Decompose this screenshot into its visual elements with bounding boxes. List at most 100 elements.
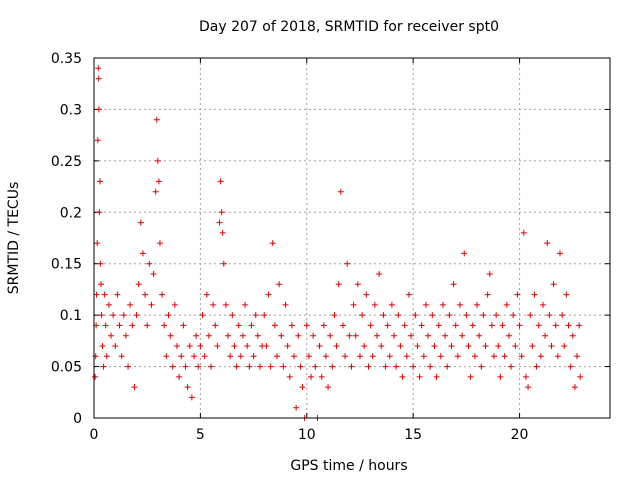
- data-point: [125, 363, 132, 370]
- data-point: [463, 312, 470, 319]
- data-point: [219, 229, 226, 236]
- data-point: [284, 343, 291, 349]
- data-point: [369, 353, 376, 360]
- data-point: [167, 332, 174, 339]
- data-point: [527, 312, 534, 319]
- data-point: [217, 178, 224, 185]
- data-point: [263, 343, 270, 349]
- data-point: [96, 178, 103, 185]
- data-point: [242, 301, 249, 308]
- data-point: [320, 322, 327, 329]
- data-point: [273, 353, 280, 360]
- data-point: [376, 271, 383, 277]
- data-point: [382, 363, 389, 370]
- data-point: [395, 312, 402, 319]
- data-point: [210, 301, 217, 308]
- chart-title: Day 207 of 2018, SRMTID for receiver spt…: [199, 19, 499, 35]
- data-point: [199, 312, 206, 319]
- data-point: [388, 301, 395, 308]
- data-point: [218, 209, 225, 216]
- data-point: [559, 312, 566, 319]
- data-point: [99, 343, 106, 349]
- data-point: [456, 301, 463, 308]
- data-point: [435, 322, 442, 329]
- data-point: [469, 322, 476, 329]
- data-point: [442, 332, 449, 339]
- data-point: [333, 343, 340, 349]
- data-point: [467, 373, 474, 380]
- data-point: [146, 260, 153, 267]
- x-tick-label: 15: [404, 427, 422, 443]
- data-point: [569, 332, 576, 339]
- data-point: [316, 343, 323, 349]
- data-point: [129, 322, 136, 329]
- data-point: [205, 332, 212, 339]
- data-point: [201, 353, 208, 360]
- data-point: [212, 322, 219, 329]
- data-point: [261, 312, 268, 319]
- data-point: [512, 343, 519, 349]
- data-point: [248, 322, 255, 329]
- x-tick-label: 10: [298, 427, 316, 443]
- data-point: [278, 332, 285, 339]
- data-point: [291, 353, 298, 360]
- data-point: [431, 343, 438, 349]
- data-point: [295, 332, 302, 339]
- plot-frame: [93, 57, 611, 419]
- data-point: [237, 353, 244, 360]
- data-point: [454, 353, 461, 360]
- data-point: [137, 219, 144, 226]
- data-point: [425, 332, 432, 339]
- data-point: [239, 332, 246, 339]
- data-point: [427, 363, 434, 370]
- data-points: [92, 65, 584, 421]
- data-point: [416, 373, 423, 380]
- data-point: [133, 312, 140, 319]
- data-point: [169, 363, 176, 370]
- data-point: [550, 281, 557, 288]
- data-point: [548, 343, 555, 349]
- data-point: [286, 373, 293, 380]
- data-point: [448, 343, 455, 349]
- data-point: [476, 332, 483, 339]
- data-point: [565, 322, 572, 329]
- data-point: [95, 65, 102, 72]
- data-point: [193, 332, 200, 339]
- data-point: [265, 291, 272, 298]
- data-point: [101, 291, 108, 298]
- data-point: [337, 188, 344, 195]
- data-point: [165, 312, 172, 319]
- data-point: [227, 353, 234, 360]
- data-point: [365, 363, 372, 370]
- data-point: [363, 291, 370, 298]
- data-point: [542, 332, 549, 339]
- data-point: [297, 363, 304, 370]
- data-point: [465, 343, 472, 349]
- data-point: [410, 363, 417, 370]
- data-point: [231, 343, 238, 349]
- data-point: [153, 116, 160, 123]
- data-point: [112, 343, 119, 349]
- data-point: [537, 353, 544, 360]
- data-point: [100, 363, 107, 370]
- data-point: [361, 343, 368, 349]
- data-point: [520, 229, 527, 236]
- data-point: [405, 291, 412, 298]
- data-point: [401, 322, 408, 329]
- data-point: [554, 353, 561, 360]
- data-point: [108, 332, 115, 339]
- data-point: [567, 363, 574, 370]
- data-point: [471, 353, 478, 360]
- data-point: [135, 281, 142, 288]
- data-point: [374, 332, 381, 339]
- data-point: [288, 322, 295, 329]
- data-point: [173, 343, 180, 349]
- data-point: [180, 322, 187, 329]
- data-point: [176, 373, 183, 380]
- data-point: [195, 363, 202, 370]
- data-point: [122, 332, 129, 339]
- data-point: [252, 312, 259, 319]
- data-point: [380, 312, 387, 319]
- data-point: [397, 343, 404, 349]
- data-point: [508, 363, 515, 370]
